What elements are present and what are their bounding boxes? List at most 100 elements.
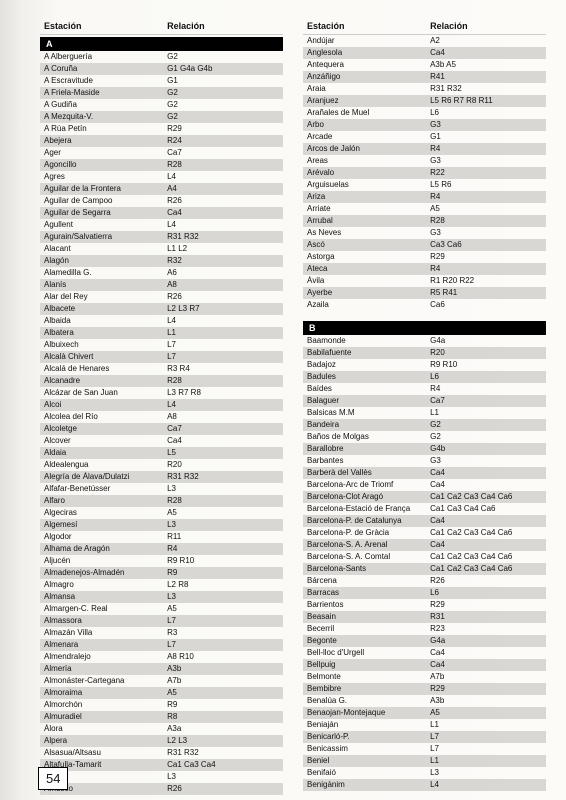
cell-relacion: G2 bbox=[167, 52, 279, 62]
cell-estacion: A Friela-Maside bbox=[44, 88, 167, 98]
cell-estacion: Aldealengua bbox=[44, 460, 167, 470]
cell-relacion: R31 R32 bbox=[430, 84, 542, 94]
cell-estacion: Almansa bbox=[44, 592, 167, 602]
table-row: AstorgaR29 bbox=[303, 251, 546, 263]
cell-estacion: Barberà del Vallès bbox=[307, 468, 430, 478]
cell-relacion: G2 bbox=[430, 432, 542, 442]
table-row: Alsasua/AltsasuR31 R32 bbox=[40, 747, 283, 759]
table-row: AntequeraA3b A5 bbox=[303, 59, 546, 71]
cell-relacion: Ca1 Ca2 Ca3 Ca4 Ca6 bbox=[430, 492, 542, 502]
cell-relacion: L3 bbox=[167, 520, 279, 530]
cell-relacion: A3b A5 bbox=[430, 60, 542, 70]
table-row: AraiaR31 R32 bbox=[303, 83, 546, 95]
cell-relacion: R20 bbox=[167, 460, 279, 470]
cell-estacion: Benigànim bbox=[307, 780, 430, 790]
table-row: BadajozR9 R10 bbox=[303, 359, 546, 371]
table-row: AlperaL2 L3 bbox=[40, 735, 283, 747]
cell-estacion: Aranjuez bbox=[307, 96, 430, 106]
table-row: Barcelona-Clot AragóCa1 Ca2 Ca3 Ca4 Ca6 bbox=[303, 491, 546, 503]
cell-estacion: Algeciras bbox=[44, 508, 167, 518]
table-row: AndújarA2 bbox=[303, 35, 546, 47]
cell-estacion: Begonte bbox=[307, 636, 430, 646]
table-row: AranjuezL5 R6 R7 R8 R11 bbox=[303, 95, 546, 107]
cell-estacion: Alamedilla G. bbox=[44, 268, 167, 278]
cell-relacion: G4a bbox=[430, 636, 542, 646]
header-estacion: Estación bbox=[44, 21, 167, 31]
cell-estacion: Algemesí bbox=[44, 520, 167, 530]
cell-relacion: L1 L2 bbox=[167, 244, 279, 254]
cell-estacion: Arrubal bbox=[307, 216, 430, 226]
table-row: AlbaceteL2 L3 R7 bbox=[40, 303, 283, 315]
cell-relacion: R28 bbox=[167, 160, 279, 170]
cell-estacion: Alagón bbox=[44, 256, 167, 266]
table-row: A AlbergueríaG2 bbox=[40, 51, 283, 63]
cell-relacion: A5 bbox=[167, 688, 279, 698]
cell-relacion: L1 bbox=[430, 720, 542, 730]
table-row: BellpuigCa4 bbox=[303, 659, 546, 671]
cell-estacion: Alegría de Álava/Dulatzi bbox=[44, 472, 167, 482]
table-row: ArcadeG1 bbox=[303, 131, 546, 143]
table-row: AlanísA8 bbox=[40, 279, 283, 291]
cell-relacion: R9 R10 bbox=[430, 360, 542, 370]
cell-relacion: R29 bbox=[167, 124, 279, 134]
table-row: AlmenaraL7 bbox=[40, 639, 283, 651]
cell-relacion: R29 bbox=[430, 684, 542, 694]
table-row: AlgecirasA5 bbox=[40, 507, 283, 519]
right-column: Estación Relación AndújarA2AnglesolaCa4A… bbox=[303, 18, 546, 795]
cell-relacion: L1 bbox=[430, 408, 542, 418]
cell-estacion: Almenara bbox=[44, 640, 167, 650]
cell-estacion: Arévalo bbox=[307, 168, 430, 178]
cell-estacion: Arriate bbox=[307, 204, 430, 214]
cell-relacion: A7b bbox=[167, 676, 279, 686]
cell-estacion: Almonáster-Cartegana bbox=[44, 676, 167, 686]
cell-relacion: Ca1 Ca2 Ca3 Ca4 Ca6 bbox=[430, 552, 542, 562]
table-row: BabilafuenteR20 bbox=[303, 347, 546, 359]
cell-relacion: A5 bbox=[430, 204, 542, 214]
cell-relacion: R3 bbox=[167, 628, 279, 638]
table-row: BarrientosR29 bbox=[303, 599, 546, 611]
cell-relacion: G3 bbox=[430, 228, 542, 238]
cell-estacion: Almuradiel bbox=[44, 712, 167, 722]
cell-relacion: R26 bbox=[167, 784, 279, 794]
cell-relacion: L7 bbox=[430, 732, 542, 742]
table-row: AljucénR9 R10 bbox=[40, 555, 283, 567]
table-row: AlziraL3 bbox=[40, 771, 283, 783]
table-row: BenigànimL4 bbox=[303, 779, 546, 791]
table-row: BalaguerCa7 bbox=[303, 395, 546, 407]
cell-relacion: Ca1 Ca3 Ca4 Ca6 bbox=[430, 504, 542, 514]
cell-estacion: Barcelona-P. de Catalunya bbox=[307, 516, 430, 526]
cell-estacion: Azaila bbox=[307, 300, 430, 310]
cell-estacion: Anzáñigo bbox=[307, 72, 430, 82]
cell-estacion: Barrientos bbox=[307, 600, 430, 610]
cell-relacion: R5 R41 bbox=[430, 288, 542, 298]
table-row: Aguilar de CampooR26 bbox=[40, 195, 283, 207]
cell-relacion: Ca4 bbox=[430, 660, 542, 670]
cell-relacion: L6 bbox=[430, 588, 542, 598]
table-row: Altafulla-TamaritCa1 Ca3 Ca4 bbox=[40, 759, 283, 771]
cell-relacion: L1 bbox=[167, 328, 279, 338]
table-row: Alegría de Álava/DulatziR31 R32 bbox=[40, 471, 283, 483]
table-row: Benaojan-MontejaqueA5 bbox=[303, 707, 546, 719]
table-row: AyerbeR5 R41 bbox=[303, 287, 546, 299]
cell-relacion: R31 bbox=[430, 612, 542, 622]
cell-estacion: Agoncillo bbox=[44, 160, 167, 170]
table-row: BegonteG4a bbox=[303, 635, 546, 647]
table-row: BeasainR31 bbox=[303, 611, 546, 623]
cell-estacion: Alcoletge bbox=[44, 424, 167, 434]
table-row: Benicarló-P.L7 bbox=[303, 731, 546, 743]
cell-estacion: Bandeira bbox=[307, 420, 430, 430]
cell-relacion: L7 bbox=[167, 616, 279, 626]
column-header: Estación Relación bbox=[40, 18, 283, 35]
cell-relacion: L4 bbox=[167, 220, 279, 230]
table-row: AnglesolaCa4 bbox=[303, 47, 546, 59]
cell-estacion: Barcelona-Estació de França bbox=[307, 504, 430, 514]
table-row: Alcázar de San JuanL3 R7 R8 bbox=[40, 387, 283, 399]
table-row: Alar del ReyR26 bbox=[40, 291, 283, 303]
page-number: 54 bbox=[38, 767, 68, 790]
cell-estacion: Benicarló-P. bbox=[307, 732, 430, 742]
right-b-rows: BaamondeG4aBabilafuenteR20BadajozR9 R10B… bbox=[303, 335, 546, 791]
cell-estacion: Barbantes bbox=[307, 456, 430, 466]
cell-relacion: Ca7 bbox=[167, 424, 279, 434]
table-row: BembibreR29 bbox=[303, 683, 546, 695]
cell-relacion: R31 R32 bbox=[167, 748, 279, 758]
